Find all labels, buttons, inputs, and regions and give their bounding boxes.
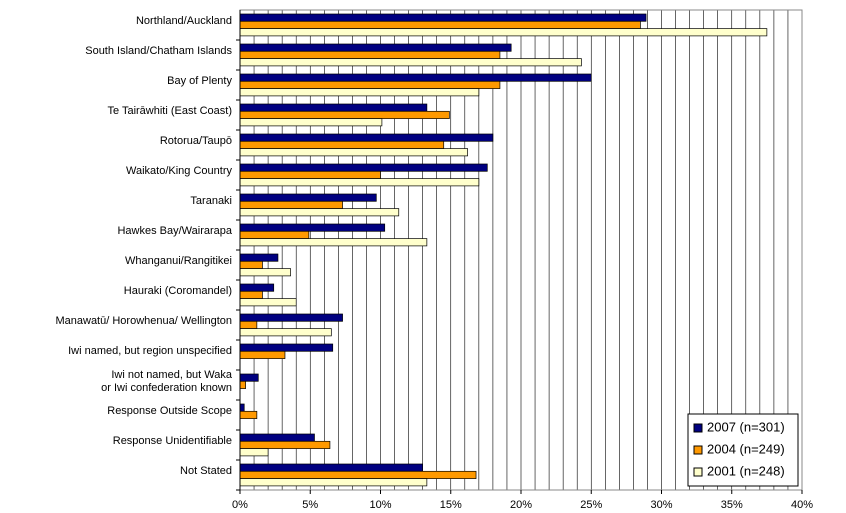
bar bbox=[239, 223, 386, 232]
bar bbox=[239, 50, 501, 59]
x-tick-label: 40% bbox=[791, 499, 813, 511]
bar bbox=[239, 283, 275, 292]
x-tick-label: 15% bbox=[440, 499, 462, 511]
x-tick-label: 30% bbox=[650, 499, 672, 511]
y-tick-label: Northland/Auckland bbox=[136, 15, 232, 27]
y-tick-label: Te Tairāwhiti (East Coast) bbox=[107, 105, 232, 117]
bar bbox=[239, 28, 768, 37]
y-tick-label: Waikato/King Country bbox=[126, 165, 232, 177]
y-tick-label: Hauraki (Coromandel) bbox=[124, 285, 232, 297]
y-tick-label: South Island/Chatham Islands bbox=[85, 45, 232, 57]
y-tick-label: Response Outside Scope bbox=[107, 405, 232, 417]
y-tick-label: Bay of Plenty bbox=[167, 75, 232, 87]
y-tick-label: Hawkes Bay/Wairarapa bbox=[117, 225, 232, 237]
x-tick-label: 20% bbox=[510, 499, 532, 511]
bar bbox=[239, 343, 334, 352]
bar bbox=[239, 230, 310, 239]
bar bbox=[239, 73, 592, 82]
bar bbox=[239, 170, 381, 179]
bar bbox=[239, 313, 343, 322]
bar bbox=[239, 350, 286, 359]
y-tick-label: Taranaki bbox=[190, 195, 232, 207]
bar bbox=[239, 290, 263, 299]
bar bbox=[239, 20, 641, 29]
bar bbox=[239, 178, 480, 187]
y-tick-label: Rotorua/Taupō bbox=[160, 135, 232, 147]
bar bbox=[239, 253, 279, 262]
legend-label: 2001 (n=248) bbox=[707, 463, 785, 478]
bar bbox=[239, 118, 383, 127]
bar bbox=[239, 328, 332, 337]
bar bbox=[239, 380, 246, 389]
bar bbox=[239, 193, 377, 202]
bar bbox=[239, 298, 297, 307]
bar bbox=[239, 463, 423, 472]
bar bbox=[239, 373, 259, 382]
y-tick-label: Iwi named, but region unspecified bbox=[68, 345, 232, 357]
legend-swatch bbox=[693, 445, 703, 455]
y-tick-label: Manawatū/ Horowhenua/ Wellington bbox=[55, 315, 232, 327]
legend-label: 2007 (n=301) bbox=[707, 419, 785, 434]
y-tick-label: Not Stated bbox=[180, 465, 232, 477]
bar bbox=[239, 133, 494, 142]
bar bbox=[239, 448, 269, 457]
bar bbox=[239, 440, 331, 449]
bar bbox=[239, 148, 468, 157]
legend-box bbox=[687, 413, 799, 487]
bar bbox=[239, 410, 258, 419]
bar bbox=[239, 200, 343, 209]
legend-label: 2004 (n=249) bbox=[707, 441, 785, 456]
bar bbox=[239, 43, 512, 52]
bar bbox=[239, 433, 315, 442]
bar bbox=[239, 238, 428, 247]
x-tick-label: 0% bbox=[232, 499, 248, 511]
bar bbox=[239, 470, 477, 479]
bar bbox=[239, 403, 245, 412]
x-tick-label: 35% bbox=[721, 499, 743, 511]
bar bbox=[239, 58, 582, 67]
bar bbox=[239, 268, 291, 277]
bar bbox=[239, 88, 480, 97]
bar bbox=[239, 13, 647, 22]
bar bbox=[239, 103, 428, 112]
bar bbox=[239, 163, 488, 172]
y-tick-label: Whanganui/Rangitikei bbox=[125, 255, 232, 267]
bar bbox=[239, 478, 428, 487]
x-tick-label: 25% bbox=[580, 499, 602, 511]
bar bbox=[239, 260, 263, 269]
x-tick-label: 5% bbox=[302, 499, 318, 511]
bar bbox=[239, 80, 501, 89]
y-tick-label: Iwi not named, but Waka or Iwi confederat… bbox=[101, 369, 233, 394]
legend-swatch bbox=[693, 467, 703, 477]
bar bbox=[239, 140, 445, 149]
bar bbox=[239, 208, 400, 217]
y-tick-label: Response Unidentifiable bbox=[113, 435, 232, 447]
x-tick-label: 10% bbox=[369, 499, 391, 511]
bar bbox=[239, 110, 450, 119]
legend-swatch bbox=[693, 423, 703, 433]
bar bbox=[239, 320, 258, 329]
